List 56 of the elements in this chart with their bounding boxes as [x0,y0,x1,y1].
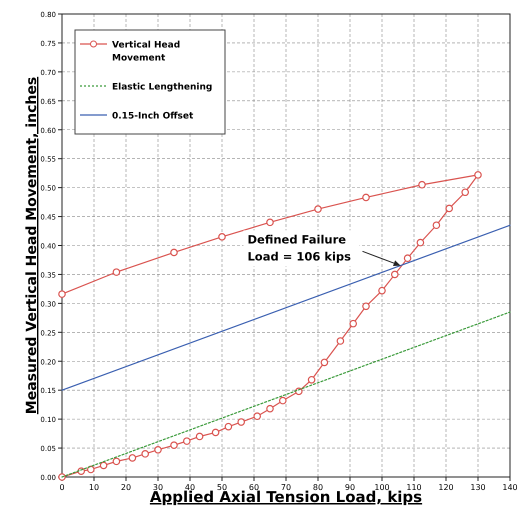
point [404,254,412,262]
point [320,358,328,366]
legend-label: Elastic Lengthening [112,82,212,92]
point [58,290,66,298]
point [100,462,108,470]
point [224,422,232,430]
point [170,248,178,256]
point [362,302,370,310]
x-tick-label: 70 [280,483,292,492]
point [461,188,469,196]
x-tick-label: 10 [88,483,100,492]
point [474,171,482,179]
point [416,238,424,246]
legend-label: Vertical Head Movement [112,40,180,64]
x-tick-label: 40 [184,483,196,492]
point [432,221,440,230]
x-tick-label: 110 [406,483,422,492]
x-tick-label: 90 [344,483,356,492]
point [279,396,287,404]
point [154,446,162,454]
x-tick-label: 130 [470,483,486,492]
point [196,432,204,440]
point [237,418,245,426]
point [212,428,220,436]
point [362,194,370,202]
point [266,218,274,226]
point [418,180,426,189]
x-tick-label: 120 [438,483,454,492]
point [378,286,386,294]
x-tick-label: 100 [374,483,390,492]
point [314,205,322,213]
x-tick-label: 140 [502,483,518,492]
x-tick-label: 20 [120,483,132,492]
x-tick-label: 30 [152,483,164,492]
annotation: Defined Failure Load = 106 kips [247,232,352,264]
point [253,412,261,420]
point [183,437,191,445]
legend-label: 0.15-Inch Offset [112,112,194,122]
point [336,337,344,345]
point [87,466,95,474]
x-tick-label: 60 [248,483,260,492]
x-tick-label: 50 [216,483,228,492]
point [170,441,178,449]
y-axis-title: Measured Vertical Head Movement, inches [24,76,40,414]
point [141,450,149,458]
x-tick-label: 80 [312,483,324,492]
x-tick-label: 0 [59,483,65,492]
point [391,270,399,278]
point [266,404,274,413]
point [349,320,357,328]
point [112,268,120,276]
point [445,204,453,212]
point [218,233,226,241]
point [308,376,316,384]
point [112,458,120,466]
point [128,454,136,462]
